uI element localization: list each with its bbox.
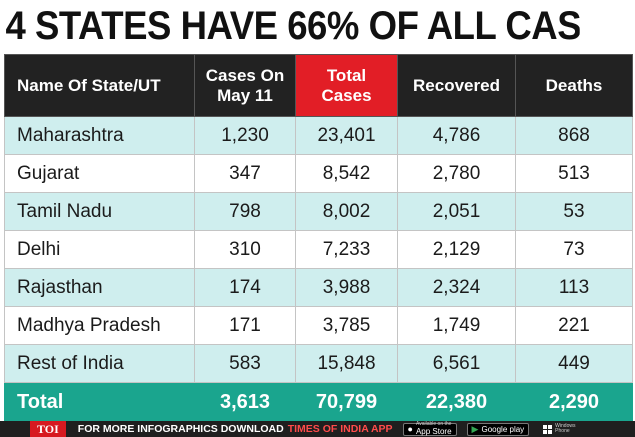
cases-may11-cell: 171 — [194, 306, 296, 345]
state-name: Rest of India — [4, 344, 195, 383]
windows-line1: Windows — [555, 423, 576, 429]
google-play-label: Google play — [481, 424, 525, 434]
table-row: Gujarat 347 8,542 2,780 513 — [4, 154, 633, 193]
recovered-cell: 1,749 — [397, 306, 516, 345]
play-icon: ▶ — [471, 423, 479, 434]
deaths-cell: 221 — [515, 306, 633, 345]
cases-may11-cell: 1,230 — [194, 116, 296, 155]
footer-promo: FOR MORE INFOGRAPHICS DOWNLOAD TIMES OF I… — [78, 423, 393, 435]
recovered-cell: 2,129 — [397, 230, 516, 269]
total-total-cases: 70,799 — [295, 382, 398, 423]
deaths-cell: 73 — [515, 230, 633, 269]
windows-line2: Phone — [555, 428, 570, 434]
column-header-total-cases: Total Cases — [295, 54, 398, 117]
cases-may11-cell: 310 — [194, 230, 296, 269]
windows-icon — [543, 424, 553, 434]
cases-may11-cell: 347 — [194, 154, 296, 193]
deaths-cell: 513 — [515, 154, 633, 193]
state-name: Madhya Pradesh — [4, 306, 195, 345]
total-label: Total — [4, 382, 195, 423]
apple-icon: ● — [407, 423, 413, 434]
deaths-cell: 113 — [515, 268, 633, 307]
deaths-cell: 53 — [515, 192, 633, 231]
table-row: Maharashtra 1,230 23,401 4,786 868 — [4, 116, 633, 155]
state-name: Rajasthan — [4, 268, 195, 307]
total-cases-cell: 7,233 — [295, 230, 398, 269]
state-name: Maharashtra — [4, 116, 195, 155]
table-row: Tamil Nadu 798 8,002 2,051 53 — [4, 192, 633, 231]
column-header-cases-may11: Cases On May 11 — [194, 54, 296, 117]
deaths-cell: 449 — [515, 344, 633, 383]
footer-brand: TIMES OF INDIA APP — [287, 423, 393, 435]
table-row: Rest of India 583 15,848 6,561 449 — [4, 344, 633, 383]
total-cases-cell: 15,848 — [295, 344, 398, 383]
windows-phone-label: Windows Phone — [555, 424, 575, 434]
table-row: Rajasthan 174 3,988 2,324 113 — [4, 268, 633, 307]
column-header-cases-may11-line1: Cases On — [205, 65, 285, 85]
deaths-cell: 868 — [515, 116, 633, 155]
headline: 4 STATES HAVE 66% OF ALL CASES — [0, 0, 580, 52]
app-store-text: App Store — [415, 427, 452, 436]
recovered-cell: 6,561 — [397, 344, 516, 383]
cases-table: Name Of State/UT Cases On May 11 Total C… — [4, 54, 633, 423]
recovered-cell: 2,324 — [397, 268, 516, 307]
total-deaths: 2,290 — [515, 382, 633, 423]
footer-promo-text: FOR MORE INFOGRAPHICS DOWNLOAD — [77, 423, 284, 435]
toi-logo: TOI — [30, 421, 66, 437]
total-cases-cell: 3,785 — [295, 306, 398, 345]
column-header-deaths: Deaths — [515, 54, 633, 117]
app-store-badge[interactable]: ● Available on the App Store — [402, 421, 457, 437]
app-store-label: Available on the App Store — [415, 421, 452, 437]
cases-may11-cell: 583 — [194, 344, 296, 383]
recovered-cell: 4,786 — [397, 116, 516, 155]
state-name: Delhi — [4, 230, 195, 269]
state-name: Tamil Nadu — [4, 192, 195, 231]
google-play-badge[interactable]: ▶ Google play — [466, 422, 530, 436]
footer-bar: TOI FOR MORE INFOGRAPHICS DOWNLOAD TIMES … — [0, 421, 635, 437]
column-header-name: Name Of State/UT — [4, 54, 195, 117]
total-cases-cell: 8,542 — [295, 154, 398, 193]
state-name: Gujarat — [4, 154, 195, 193]
total-cases-cell: 23,401 — [295, 116, 398, 155]
table-row: Delhi 310 7,233 2,129 73 — [4, 230, 633, 269]
app-store-small-text: Available on the — [415, 421, 452, 427]
total-cases-may11: 3,613 — [194, 382, 296, 423]
table-row: Madhya Pradesh 171 3,785 1,749 221 — [4, 306, 633, 345]
column-header-recovered: Recovered — [397, 54, 516, 117]
total-recovered: 22,380 — [397, 382, 516, 423]
total-cases-cell: 8,002 — [295, 192, 398, 231]
header-row: Name Of State/UT Cases On May 11 Total C… — [4, 54, 633, 117]
column-header-total-line1: Total — [326, 65, 367, 85]
recovered-cell: 2,780 — [397, 154, 516, 193]
cases-may11-cell: 798 — [194, 192, 296, 231]
recovered-cell: 2,051 — [397, 192, 516, 231]
windows-phone-badge[interactable]: Windows Phone — [539, 423, 579, 436]
column-header-total-line2: Cases — [321, 85, 372, 105]
cases-may11-cell: 174 — [194, 268, 296, 307]
column-header-cases-may11-line2: May 11 — [217, 85, 273, 105]
total-cases-cell: 3,988 — [295, 268, 398, 307]
total-row: Total 3,613 70,799 22,380 2,290 — [4, 382, 633, 423]
